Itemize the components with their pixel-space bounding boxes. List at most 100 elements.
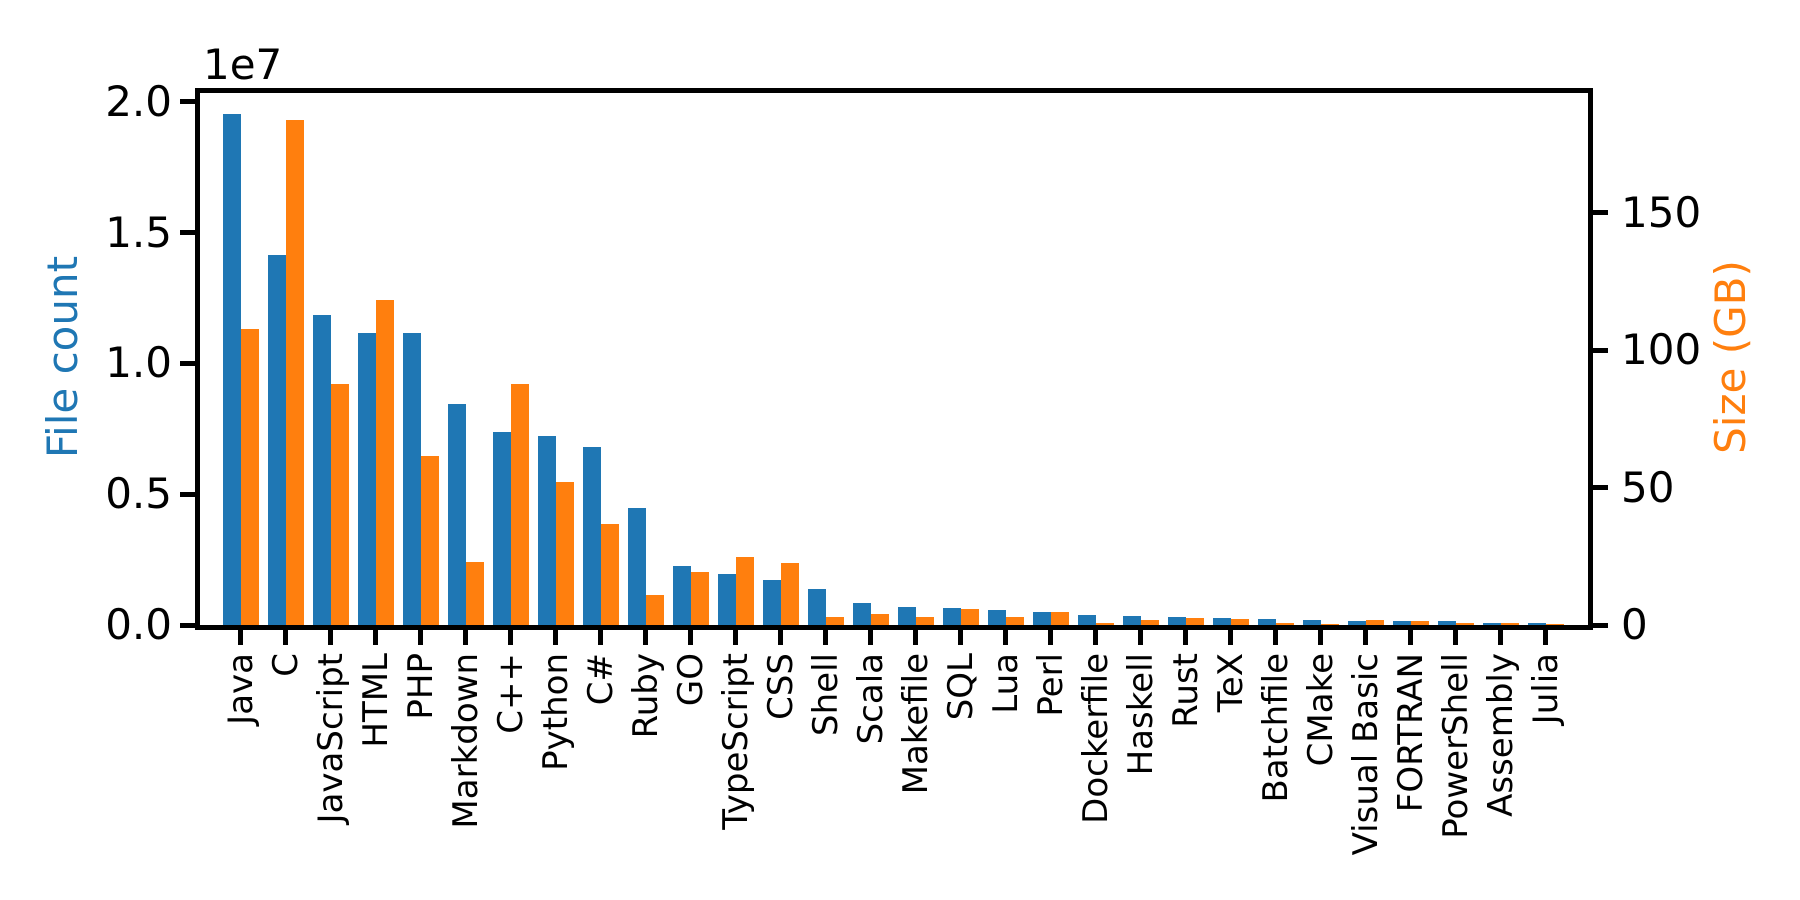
x-axis-tick xyxy=(1138,630,1143,645)
bar-size-gb-html xyxy=(375,300,394,625)
x-tick-label-text: CSS xyxy=(761,653,801,720)
x-axis-tick xyxy=(508,630,513,645)
bar-size-gb-css xyxy=(780,563,799,625)
bar-file-count-assembly xyxy=(1482,623,1501,625)
bar-size-gb-tex xyxy=(1230,619,1249,625)
x-tick-label-text: Java xyxy=(221,653,261,725)
x-tick-label-text: SQL xyxy=(941,653,981,721)
bar-file-count-javascript xyxy=(312,315,331,625)
x-tick-label-text: Batchfile xyxy=(1256,653,1296,803)
bar-file-count-visual-basic xyxy=(1347,621,1366,625)
x-axis-tick xyxy=(823,630,828,645)
bar-file-count-php xyxy=(402,333,421,625)
x-tick-label-text: Dockerfile xyxy=(1076,653,1116,824)
x-axis-tick xyxy=(1453,630,1458,645)
x-axis-tick xyxy=(778,630,783,645)
bar-size-gb-shell xyxy=(825,617,844,625)
left-axis-tick-label: 1.5 xyxy=(105,208,172,257)
x-axis-tick xyxy=(1318,630,1323,645)
x-tick-label-text: C# xyxy=(581,653,621,706)
bar-file-count-java xyxy=(222,114,241,625)
x-axis-tick xyxy=(238,630,243,645)
x-axis-tick xyxy=(598,630,603,645)
x-axis-tick xyxy=(1363,630,1368,645)
bar-file-count-perl xyxy=(1032,612,1051,625)
right-axis-tick xyxy=(1593,623,1608,628)
left-axis-tick-label: 0.0 xyxy=(105,600,172,649)
bar-file-count-makefile xyxy=(897,607,916,625)
bar-file-count-c xyxy=(267,255,286,625)
bar-size-gb-dockerfile xyxy=(1095,623,1114,625)
bar-file-count-sql xyxy=(942,608,961,625)
right-axis-tick-label: 100 xyxy=(1621,325,1702,374)
x-tick-label-text: FORTRAN xyxy=(1391,653,1431,813)
right-axis-tick-label: 50 xyxy=(1621,463,1675,512)
bar-file-count-markdown xyxy=(447,404,466,625)
x-axis-tick xyxy=(958,630,963,645)
bar-size-gb-perl xyxy=(1050,612,1069,625)
bar-file-count-scala xyxy=(852,603,871,625)
bar-size-gb-lua xyxy=(1005,617,1024,625)
x-axis-tick xyxy=(283,630,288,645)
plot-area xyxy=(195,88,1593,630)
bar-file-count-dockerfile xyxy=(1077,615,1096,625)
x-axis-tick xyxy=(1543,630,1548,645)
bar-size-gb-cmake xyxy=(1320,624,1339,625)
left-axis-offset-text: 1e7 xyxy=(203,40,283,89)
bar-size-gb-rust xyxy=(1185,618,1204,625)
x-tick-label-text: Julia xyxy=(1526,653,1566,725)
bar-size-gb-haskell xyxy=(1140,620,1159,625)
bar-size-gb-julia xyxy=(1545,624,1564,625)
right-axis-tick-label: 150 xyxy=(1621,188,1702,237)
x-axis-tick xyxy=(1273,630,1278,645)
bar-size-gb-visual-basic xyxy=(1365,620,1384,625)
left-axis-tick xyxy=(180,230,195,235)
right-axis-tick xyxy=(1593,485,1608,490)
left-axis-tick xyxy=(180,623,195,628)
bar-file-count-cmake xyxy=(1302,620,1321,625)
bar-size-gb-c xyxy=(510,384,529,625)
x-tick-label-text: Python xyxy=(536,653,576,771)
bar-file-count-c xyxy=(492,432,511,625)
x-tick-label-text: PHP xyxy=(401,653,441,720)
bar-size-gb-go xyxy=(690,572,709,625)
bar-file-count-julia xyxy=(1527,623,1546,625)
bar-file-count-python xyxy=(537,436,556,625)
bar-size-gb-fortran xyxy=(1410,621,1429,625)
left-axis-tick-label: 0.5 xyxy=(105,469,172,518)
right-axis-label: Size (GB) xyxy=(1706,260,1755,454)
bar-file-count-ruby xyxy=(627,508,646,625)
left-axis-tick-label: 2.0 xyxy=(105,77,172,126)
x-axis-tick xyxy=(1228,630,1233,645)
x-tick-label-text: Markdown xyxy=(446,653,486,829)
x-axis-tick xyxy=(1408,630,1413,645)
x-tick-label-text: Scala xyxy=(851,653,891,745)
x-axis-tick xyxy=(418,630,423,645)
bar-size-gb-php xyxy=(420,456,439,625)
bar-size-gb-batchfile xyxy=(1275,623,1294,625)
bar-file-count-c xyxy=(582,447,601,625)
bar-file-count-rust xyxy=(1167,617,1186,625)
x-tick-label-text: PowerShell xyxy=(1436,653,1476,839)
left-axis-tick-label: 1.0 xyxy=(105,338,172,387)
x-tick-label-text: Visual Basic xyxy=(1346,653,1386,856)
x-axis-tick xyxy=(328,630,333,645)
x-tick-label-text: GO xyxy=(671,653,711,707)
x-axis-tick xyxy=(868,630,873,645)
bar-size-gb-markdown xyxy=(465,562,484,625)
x-tick-label-text: CMake xyxy=(1301,653,1341,767)
bar-file-count-fortran xyxy=(1392,621,1411,625)
x-tick-label-text: TeX xyxy=(1211,653,1251,713)
right-axis-tick xyxy=(1593,348,1608,353)
bar-file-count-html xyxy=(357,333,376,625)
x-tick-label-text: C++ xyxy=(491,653,531,734)
bar-size-gb-c xyxy=(285,120,304,625)
x-tick-label-text: HTML xyxy=(356,653,396,748)
x-tick-label-text: C xyxy=(266,653,306,677)
bar-size-gb-c xyxy=(600,524,619,625)
bar-file-count-tex xyxy=(1212,618,1231,625)
bar-file-count-batchfile xyxy=(1257,619,1276,625)
x-axis-tick xyxy=(733,630,738,645)
bar-file-count-lua xyxy=(987,610,1006,625)
